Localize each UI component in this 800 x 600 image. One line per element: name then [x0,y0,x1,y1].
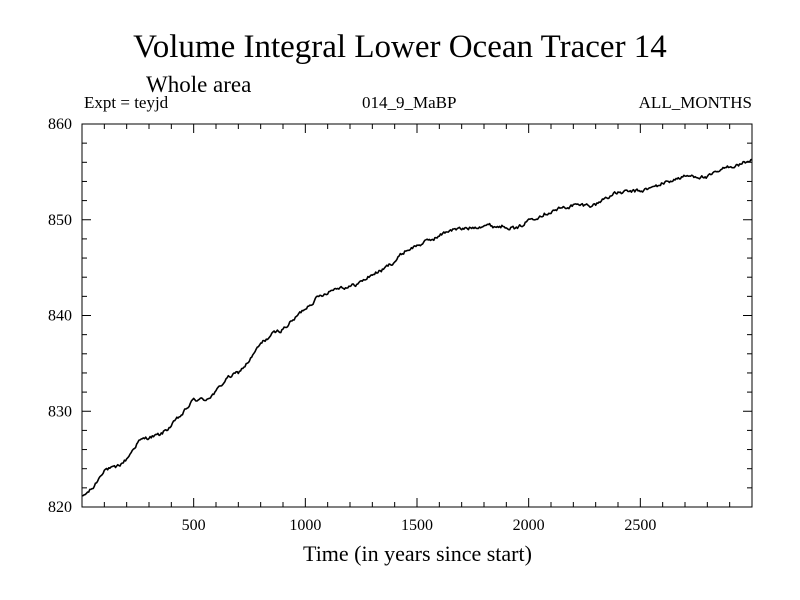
x-tick-label: 1500 [401,517,433,534]
x-tick-label: 1000 [289,517,321,534]
run-label: 014_9_MaBP [362,93,457,112]
y-tick-label: 830 [48,403,72,420]
y-tick-label: 850 [48,212,72,229]
plot-frame [81,123,753,508]
series-layer [81,158,753,497]
x-tick-label: 2000 [513,517,545,534]
x-tick-label: 2500 [624,517,656,534]
series-line [81,158,753,497]
x-tick-label: 500 [182,517,206,534]
y-tick-label: 820 [48,499,72,516]
months-label: ALL_MONTHS [638,93,752,112]
y-tick-label: 840 [48,308,72,325]
experiment-label: Expt = teyjd [84,93,169,112]
y-tick-label: 860 [48,116,72,133]
x-axis-label: Time (in years since start) [303,541,532,566]
axis-ticks: 500 1000 1500 2000 2500 820 830 840 850 860 [48,116,752,534]
chart-subtitle: Whole area [146,72,252,97]
chart-title: Volume Integral Lower Ocean Tracer 14 [133,29,667,65]
